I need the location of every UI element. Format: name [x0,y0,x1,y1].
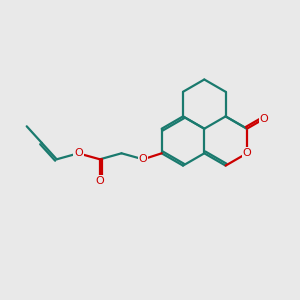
Text: O: O [260,114,268,124]
Text: O: O [139,154,148,164]
Text: O: O [242,148,251,158]
Text: O: O [74,148,83,158]
Text: O: O [95,176,104,186]
